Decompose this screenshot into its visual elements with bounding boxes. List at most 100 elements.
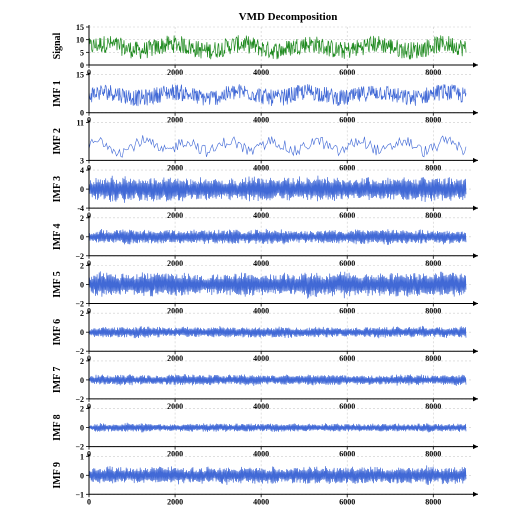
x-tick-label: 6000: [339, 354, 355, 363]
x-tick-label: 4000: [253, 259, 269, 268]
series-line: [88, 135, 467, 158]
series-line: [88, 271, 467, 299]
series-line: [88, 35, 467, 60]
x-axis-arrow: [473, 157, 478, 163]
x-axis-arrow: [473, 62, 478, 68]
panel-ylabel: Signal: [52, 32, 63, 59]
x-tick-label: 0: [87, 497, 91, 506]
y-tick-label: 2: [80, 357, 84, 366]
x-tick-label: 2000: [167, 163, 183, 172]
x-tick-label: 0: [87, 307, 91, 316]
x-tick-label: 2000: [167, 354, 183, 363]
x-tick-label: 2000: [167, 497, 183, 506]
y-tick-label: −2: [75, 443, 84, 452]
x-tick-label: 4000: [253, 211, 269, 220]
panel-ylabel: IMF 3: [52, 176, 63, 203]
x-tick-label: 0: [87, 354, 91, 363]
x-tick-label: 0: [87, 259, 91, 268]
y-tick-label: 10: [76, 36, 84, 45]
x-tick-label: 6000: [339, 116, 355, 125]
x-tick-label: 2000: [167, 307, 183, 316]
panel-ylabel: IMF 2: [52, 128, 63, 155]
series-line: [88, 175, 467, 203]
x-tick-label: 8000: [425, 259, 441, 268]
y-tick-label: −2: [75, 347, 84, 356]
x-tick-label: 2000: [167, 450, 183, 459]
x-axis-arrow: [473, 205, 478, 211]
panel-ylabel: IMF 4: [52, 224, 63, 251]
x-tick-label: 8000: [425, 68, 441, 77]
y-tick-label: 5: [80, 48, 84, 57]
x-axis-arrow: [473, 348, 478, 354]
y-tick-label: 2: [80, 309, 84, 318]
x-tick-label: 6000: [339, 402, 355, 411]
y-tick-label: 0: [80, 61, 84, 70]
x-axis-arrow: [473, 253, 478, 259]
y-tick-label: 4: [80, 166, 84, 175]
x-tick-label: 4000: [253, 497, 269, 506]
series-line: [88, 228, 467, 245]
x-tick-label: 8000: [425, 211, 441, 220]
y-tick-label: 11: [76, 118, 84, 127]
x-axis-arrow: [473, 491, 478, 497]
x-tick-label: 6000: [339, 259, 355, 268]
y-tick-label: 0: [80, 376, 84, 385]
series-line: [88, 325, 467, 339]
x-tick-label: 8000: [425, 497, 441, 506]
x-tick-label: 0: [87, 68, 91, 77]
chart-title: VMD Decomposition: [239, 11, 338, 23]
x-tick-label: 2000: [167, 211, 183, 220]
x-tick-label: 4000: [253, 354, 269, 363]
panel-ylabel: IMF 1: [52, 80, 63, 107]
x-tick-label: 6000: [339, 497, 355, 506]
x-tick-label: 8000: [425, 116, 441, 125]
panel-ylabel: IMF 6: [52, 319, 63, 346]
x-tick-label: 4000: [253, 402, 269, 411]
y-tick-label: 0: [80, 233, 84, 242]
x-tick-label: 8000: [425, 307, 441, 316]
y-tick-label: 3: [80, 156, 84, 165]
x-tick-label: 6000: [339, 307, 355, 316]
y-tick-label: 2: [80, 262, 84, 271]
x-tick-label: 4000: [253, 163, 269, 172]
y-tick-label: −2: [75, 395, 84, 404]
panel-ylabel: IMF 5: [52, 271, 63, 298]
y-tick-label: 0: [80, 281, 84, 290]
x-tick-label: 2000: [167, 116, 183, 125]
x-tick-label: 6000: [339, 163, 355, 172]
y-tick-label: 0: [80, 424, 84, 433]
x-tick-label: 4000: [253, 68, 269, 77]
x-tick-label: 6000: [339, 68, 355, 77]
y-tick-label: −2: [75, 300, 84, 309]
x-axis-arrow: [473, 444, 478, 450]
series-line: [88, 374, 467, 386]
y-tick-label: −1: [75, 490, 84, 499]
y-tick-label: 0: [80, 471, 84, 480]
y-tick-label: 0: [80, 328, 84, 337]
x-tick-label: 0: [87, 116, 91, 125]
series-line: [88, 422, 467, 433]
y-tick-label: 0: [80, 185, 84, 194]
y-tick-label: 2: [80, 405, 84, 414]
x-tick-label: 0: [87, 450, 91, 459]
x-tick-label: 2000: [167, 259, 183, 268]
y-tick-label: 15: [76, 71, 84, 80]
y-tick-label: 0: [80, 109, 84, 118]
x-axis-arrow: [473, 301, 478, 306]
x-tick-label: 2000: [167, 402, 183, 411]
x-tick-label: 4000: [253, 307, 269, 316]
panel: 3 110 2000 4000 6000 8000 IMF 2: [52, 118, 478, 172]
x-tick-label: 8000: [425, 402, 441, 411]
x-tick-label: 0: [87, 211, 91, 220]
series-line: [88, 84, 467, 107]
y-tick-label: 15: [76, 23, 84, 32]
